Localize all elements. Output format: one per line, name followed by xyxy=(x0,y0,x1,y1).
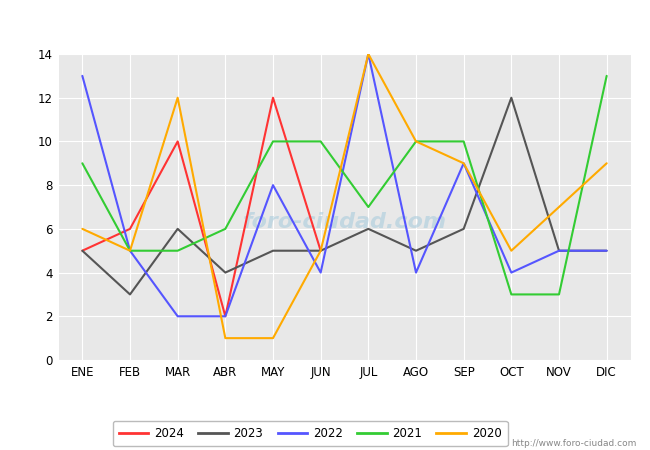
Legend: 2024, 2023, 2022, 2021, 2020: 2024, 2023, 2022, 2021, 2020 xyxy=(113,421,508,446)
Text: Matriculaciones de Vehiculos en Piles: Matriculaciones de Vehiculos en Piles xyxy=(176,15,474,30)
Text: foro-ciudad.com: foro-ciudad.com xyxy=(242,212,447,232)
Text: http://www.foro-ciudad.com: http://www.foro-ciudad.com xyxy=(512,439,637,448)
